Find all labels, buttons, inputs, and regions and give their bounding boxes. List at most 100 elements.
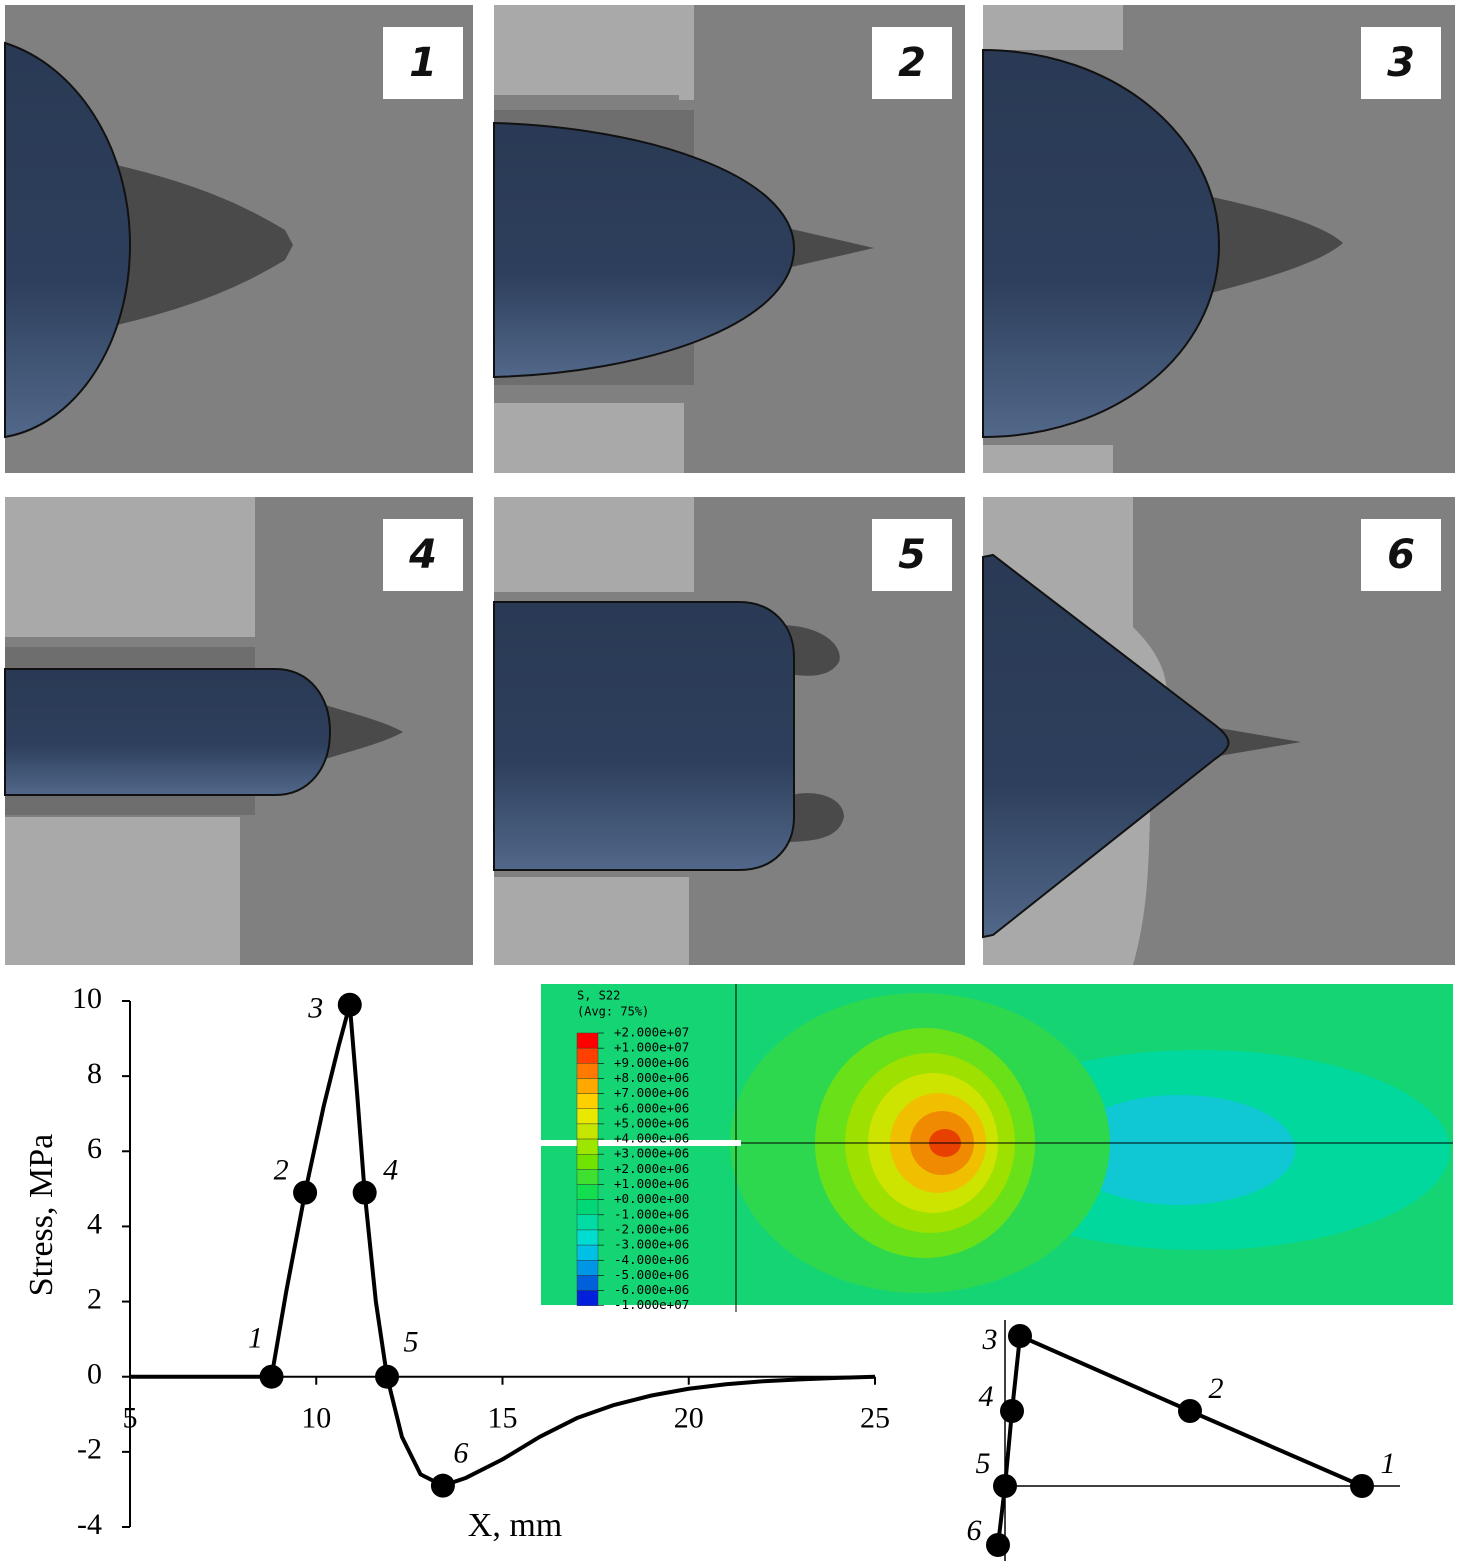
- legend-label: -1.000e+06: [614, 1206, 689, 1221]
- legend-swatch: [576, 1290, 599, 1306]
- panel: 6: [982, 497, 1455, 965]
- legend-swatch: [576, 1229, 599, 1246]
- y-tick-label: -2: [77, 1433, 102, 1466]
- panel-label: 1: [409, 40, 437, 86]
- trajectory-node: [993, 1474, 1017, 1498]
- point-label: 5: [404, 1326, 419, 1359]
- legend-swatch: [576, 1078, 599, 1094]
- node-label: 3: [982, 1323, 998, 1356]
- legend-swatch: [576, 1032, 599, 1049]
- point-label: 2: [274, 1154, 289, 1187]
- contour-title: S, S22: [577, 989, 620, 1003]
- legend-label: +0.000e+00: [614, 1191, 689, 1206]
- point-label: 3: [307, 992, 323, 1025]
- panel-label: 5: [898, 532, 926, 578]
- data-point: [337, 992, 362, 1017]
- y-tick-label: -4: [77, 1508, 102, 1541]
- label-box: [872, 519, 952, 591]
- panel-label: 4: [408, 532, 437, 578]
- data-point: [259, 1364, 284, 1389]
- legend-label: -5.000e+06: [614, 1267, 689, 1282]
- point-label: 1: [248, 1322, 263, 1355]
- data-point: [352, 1180, 377, 1205]
- legend-label: +2.000e+06: [614, 1161, 689, 1176]
- panel: 3: [982, 5, 1455, 473]
- y-tick-label: 10: [72, 982, 102, 1015]
- trajectory-line: [996, 1334, 1363, 1546]
- legend-label: +8.000e+06: [614, 1070, 689, 1085]
- panel-label: 2: [898, 40, 926, 86]
- label-box: [1361, 519, 1441, 591]
- legend-label: -4.000e+06: [614, 1252, 689, 1267]
- legend-label: +1.000e+06: [614, 1176, 689, 1191]
- x-tick-label: 20: [674, 1402, 704, 1435]
- trajectory-node: [1178, 1399, 1202, 1423]
- legend-label: +4.000e+06: [614, 1131, 689, 1146]
- node-label: 1: [1381, 1447, 1396, 1480]
- legend-swatch: [576, 1108, 599, 1125]
- trajectory-node: [1350, 1474, 1374, 1498]
- label-box: [872, 27, 952, 99]
- node-label: 5: [976, 1447, 991, 1480]
- node-label: 2: [1209, 1372, 1224, 1405]
- trajectory-node: [1000, 1399, 1024, 1423]
- legend-swatch: [576, 1260, 599, 1276]
- legend-label: +6.000e+06: [614, 1100, 689, 1115]
- data-point: [430, 1473, 455, 1498]
- panel: 5: [493, 497, 965, 965]
- node-label: 4: [979, 1380, 994, 1413]
- panel: 2: [493, 5, 965, 473]
- legend-swatch: [576, 1138, 599, 1155]
- y-tick-label: 0: [87, 1358, 102, 1391]
- y-tick-label: 8: [87, 1057, 102, 1090]
- panel: 1: [4, 5, 473, 473]
- x-tick-label: 5: [123, 1402, 138, 1435]
- legend-label: -1.000e+07: [614, 1297, 689, 1312]
- legend-swatch: [576, 1153, 599, 1170]
- node-label: 6: [967, 1514, 982, 1547]
- legend-label: +9.000e+06: [614, 1055, 689, 1070]
- trajectory-node: [1008, 1324, 1032, 1348]
- legend-swatch: [576, 1275, 599, 1291]
- y-axis-title: Stress, MPa: [23, 1134, 60, 1296]
- line: [130, 1002, 876, 1488]
- panel-label: 3: [1387, 40, 1415, 86]
- legend-label: +1.000e+07: [614, 1040, 689, 1055]
- y-tick-label: 6: [87, 1132, 102, 1165]
- contour-subtitle: (Avg: 75%): [577, 1005, 649, 1019]
- panel-label: 6: [1387, 532, 1415, 578]
- legend-swatch: [576, 1169, 599, 1185]
- x-tick-label: 10: [301, 1402, 331, 1435]
- label-box: [383, 519, 463, 591]
- legend-label: +7.000e+06: [614, 1085, 689, 1100]
- legend-swatch: [576, 1047, 599, 1064]
- legend-label: -3.000e+06: [614, 1237, 689, 1252]
- y-tick-label: 4: [87, 1207, 102, 1240]
- legend-label: -2.000e+06: [614, 1221, 689, 1236]
- x-axis-title: X, mm: [468, 1507, 562, 1544]
- label-box: [1361, 27, 1441, 99]
- legend-swatch: [576, 1123, 599, 1140]
- data-point: [375, 1364, 400, 1389]
- legend-swatch: [576, 1063, 599, 1079]
- legend-label: +3.000e+06: [614, 1146, 689, 1161]
- x-tick-label: 15: [488, 1402, 518, 1435]
- x-tick-label: 25: [860, 1402, 890, 1435]
- legend-swatch: [576, 1184, 599, 1200]
- point-label: 4: [383, 1154, 398, 1187]
- point-label: 6: [453, 1437, 468, 1470]
- data-point: [293, 1180, 318, 1205]
- legend-swatch: [576, 1214, 599, 1231]
- trajectory-node: [986, 1533, 1010, 1557]
- legend-swatch: [576, 1244, 599, 1261]
- y-tick-label: 2: [87, 1282, 102, 1315]
- panel: 4: [4, 497, 473, 965]
- contour-plot: S, S22 (Avg: 75%) +2.000e+07+1.000e+07+9…: [541, 984, 1453, 1312]
- legend-label: +2.000e+07: [614, 1025, 689, 1040]
- legend-label: -6.000e+06: [614, 1282, 689, 1297]
- legend-label: +5.000e+06: [614, 1115, 689, 1130]
- legend-swatch: [576, 1093, 599, 1109]
- legend-swatch: [576, 1199, 599, 1216]
- label-box: [383, 27, 463, 99]
